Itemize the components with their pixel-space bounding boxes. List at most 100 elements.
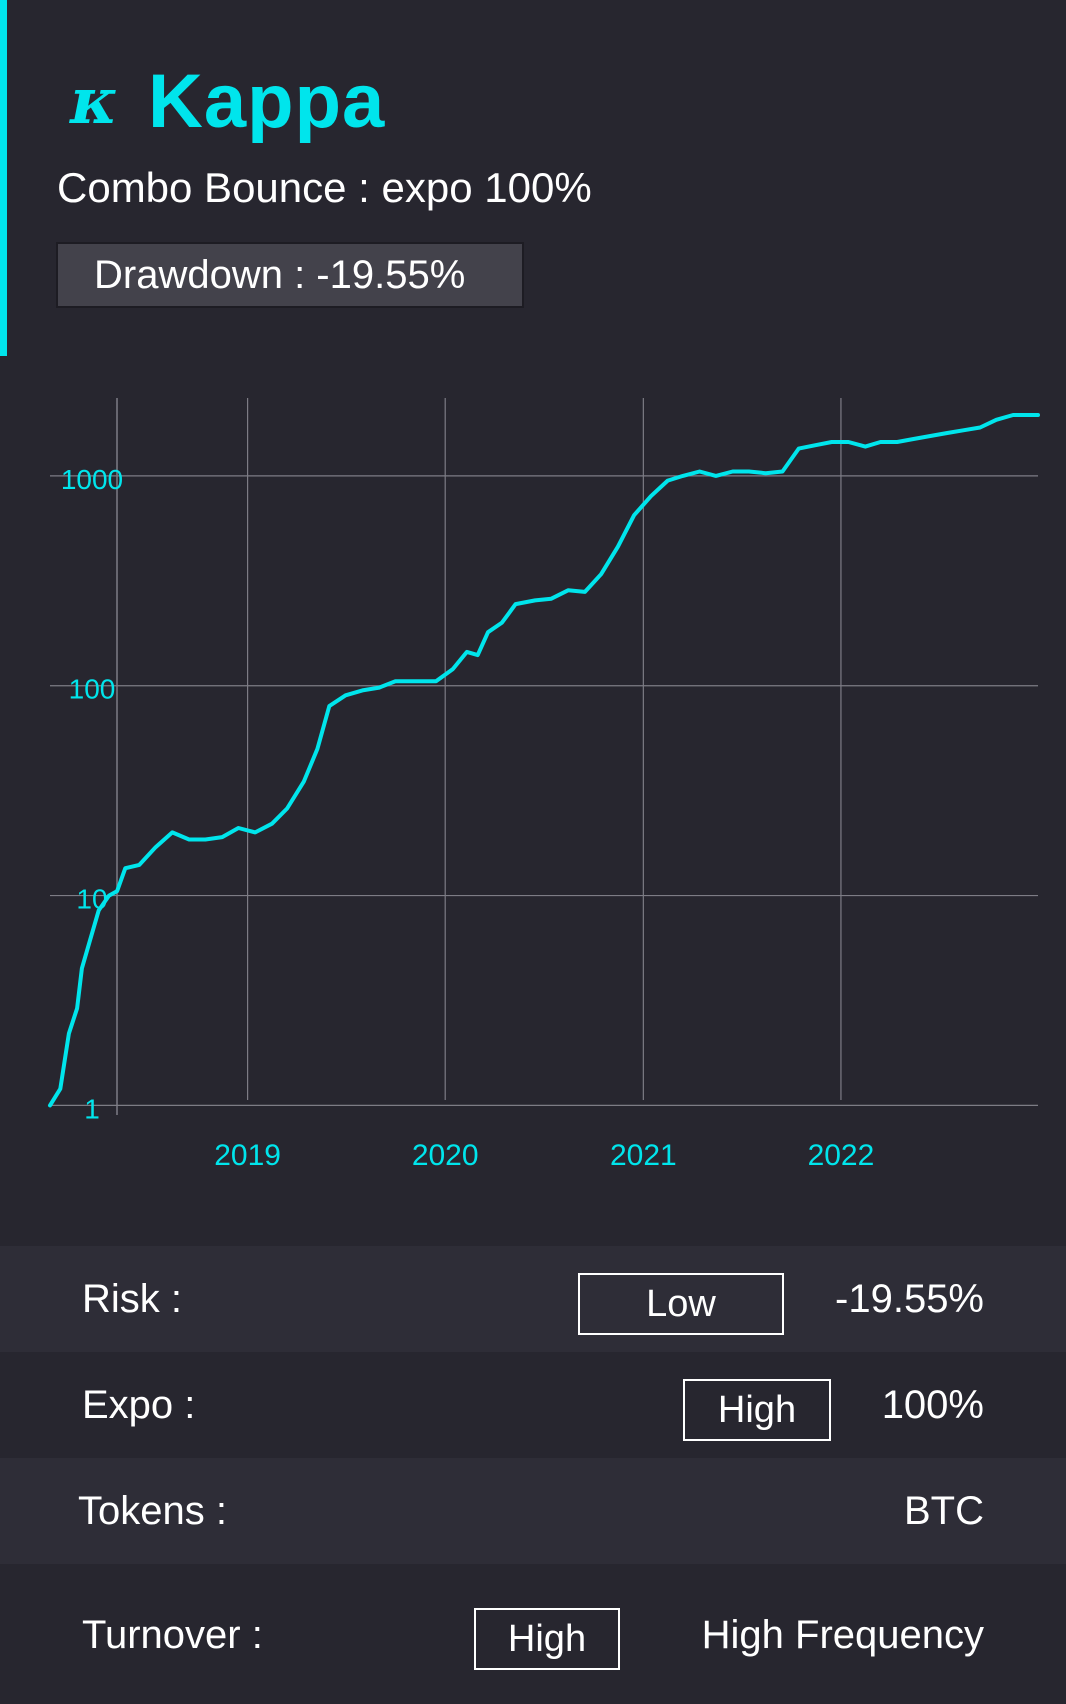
x-tick-label: 2021 (610, 1139, 677, 1172)
risk-value: -19.55% (835, 1276, 984, 1321)
data-point (698, 469, 702, 474)
data-point (80, 966, 84, 970)
data-point (67, 1031, 71, 1036)
x-tick-label: 2019 (214, 1139, 281, 1172)
metric-row-turnover: Turnover : High High Frequency (0, 1582, 1066, 1688)
brand-logo: κ Kappa (70, 56, 385, 146)
data-point (476, 653, 480, 657)
data-point (731, 469, 735, 474)
x-axis-ticks: 2019 2020 2021 2022 (214, 1139, 874, 1172)
data-point (846, 440, 851, 444)
data-point (377, 686, 381, 690)
data-point (813, 443, 818, 447)
data-point (533, 598, 537, 602)
data-point (58, 1087, 62, 1091)
data-point (315, 747, 319, 751)
data-point (97, 908, 101, 913)
chart-series (48, 413, 1040, 1108)
kappa-logo-icon: κ (70, 63, 118, 139)
chart-grid (50, 398, 1038, 1115)
expo-label: Expo : (82, 1382, 196, 1427)
data-point (878, 440, 883, 444)
data-point (681, 474, 685, 478)
data-point (616, 545, 620, 549)
data-point (75, 1006, 79, 1011)
data-point (123, 866, 127, 870)
data-point (780, 469, 785, 474)
data-point (911, 437, 916, 441)
data-point (137, 863, 141, 867)
turnover-label: Turnover : (82, 1612, 263, 1657)
data-point (285, 806, 289, 811)
data-point (994, 418, 998, 422)
turnover-value: High Frequency (701, 1612, 984, 1657)
data-point (830, 440, 834, 444)
data-point (236, 826, 240, 830)
data-point (714, 474, 718, 478)
data-point (107, 894, 111, 898)
equity-curve-line (48, 413, 1040, 1108)
data-point (344, 693, 348, 697)
risk-label: Risk : (82, 1276, 182, 1321)
data-point (302, 779, 306, 783)
tokens-label: Tokens : (78, 1488, 227, 1533)
data-point (187, 837, 191, 842)
y-tick-label: 100 (69, 674, 116, 705)
data-point (393, 679, 397, 683)
data-point (764, 471, 768, 475)
data-point (154, 845, 158, 849)
data-point (253, 830, 257, 834)
x-tick-label: 2022 (808, 1139, 875, 1172)
data-point (500, 621, 504, 625)
data-point (418, 679, 422, 683)
data-point (220, 835, 224, 839)
data-point (486, 630, 490, 634)
metric-row-expo: Expo : High 100% (0, 1352, 1066, 1458)
data-point (944, 431, 949, 435)
data-point (170, 830, 174, 834)
expo-level-tag: High (683, 1379, 831, 1441)
data-point (583, 590, 587, 594)
drawdown-label: Drawdown : -19.55% (94, 252, 466, 297)
data-point (895, 440, 899, 444)
risk-level-tag: Low (578, 1273, 784, 1335)
data-point (599, 572, 603, 576)
data-point (327, 704, 331, 708)
data-point (978, 425, 982, 430)
performance-chart: 1 10 100 1000 2019 2020 2021 2022 (48, 398, 1040, 1172)
turnover-level-tag: High (474, 1608, 620, 1670)
y-axis-ticks: 1 10 100 1000 (61, 464, 123, 1124)
expo-value: 100% (881, 1382, 984, 1427)
data-point (797, 447, 801, 451)
y-tick-label: 1 (84, 1093, 100, 1124)
data-point (566, 588, 570, 592)
data-point (115, 889, 119, 893)
accent-bar (0, 0, 7, 356)
strategy-title: Combo Bounce : expo 100% (57, 164, 592, 211)
data-point (961, 428, 965, 432)
data-point (666, 479, 670, 483)
y-tick-label: 1000 (61, 464, 123, 495)
drawdown-badge: Drawdown : -19.55% (56, 242, 524, 308)
data-point (747, 469, 751, 474)
brand-name: Kappa (148, 58, 386, 144)
metric-row-risk: Risk : Low -19.55% (0, 1246, 1066, 1352)
data-point (1036, 413, 1040, 417)
data-point (1011, 413, 1015, 417)
data-point (48, 1103, 52, 1107)
data-point (203, 837, 207, 842)
metric-row-tokens: Tokens : BTC (0, 1458, 1066, 1564)
y-tick-label: 10 (76, 884, 107, 915)
data-point (451, 667, 455, 671)
data-point (465, 650, 469, 654)
tokens-value: BTC (904, 1488, 984, 1533)
data-point (87, 940, 92, 944)
data-point (632, 513, 636, 517)
data-point (360, 688, 364, 692)
data-point (549, 597, 553, 601)
data-point (863, 445, 867, 449)
x-tick-label: 2020 (412, 1139, 479, 1172)
data-point (270, 822, 274, 826)
data-point (649, 494, 653, 498)
